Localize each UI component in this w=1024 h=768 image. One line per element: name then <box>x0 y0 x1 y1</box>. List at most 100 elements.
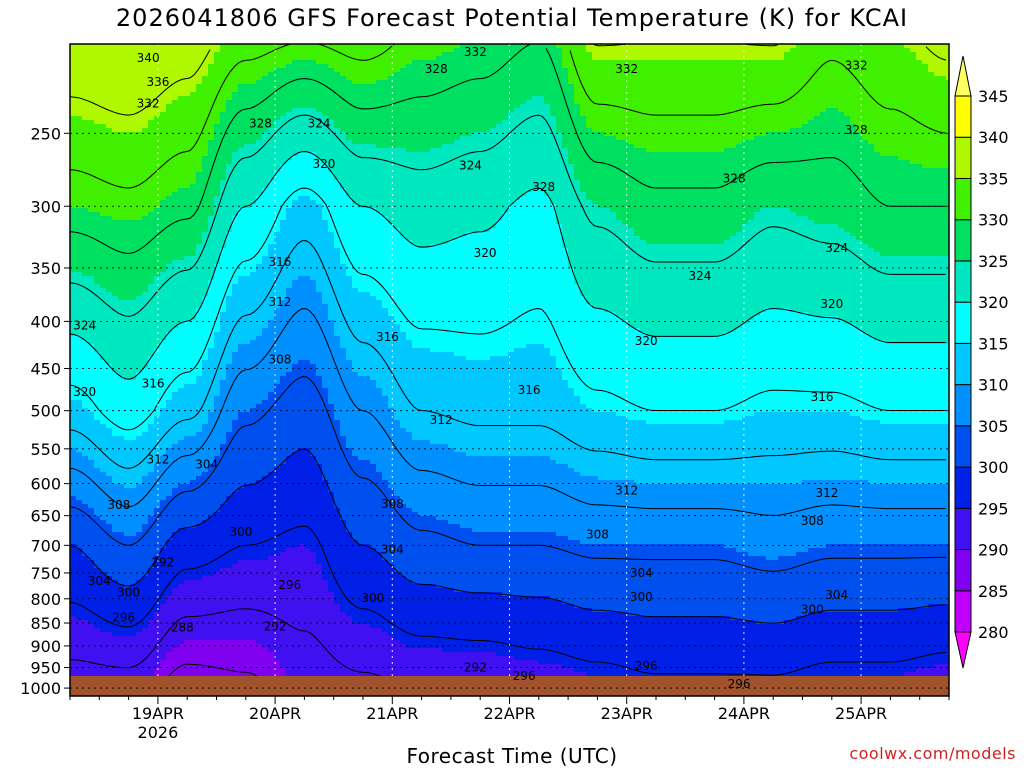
field-cell <box>178 324 185 389</box>
field-cell <box>172 488 179 533</box>
field-cell <box>910 484 917 545</box>
field-cell <box>916 44 923 61</box>
contour-label: 304 <box>195 458 218 472</box>
field-cell <box>418 248 425 349</box>
field-cell <box>88 276 95 345</box>
field-cell <box>796 128 803 217</box>
field-cell <box>154 508 161 557</box>
field-cell <box>502 596 509 657</box>
field-cell <box>298 60 305 109</box>
field-cell <box>124 380 131 441</box>
field-cell <box>346 140 353 197</box>
field-cell <box>346 44 353 81</box>
colorbar-tick-label: 305 <box>978 417 1009 436</box>
field-cell <box>634 236 641 329</box>
x-tick-year-label: 2026 <box>138 723 179 742</box>
field-cell <box>946 168 949 257</box>
field-cell <box>328 232 335 321</box>
field-cell <box>256 644 263 696</box>
field-cell <box>568 268 575 389</box>
field-cell <box>460 452 467 529</box>
field-cell <box>946 344 949 425</box>
grid-lines <box>70 44 949 689</box>
field-cell <box>550 116 557 205</box>
field-cell <box>724 420 731 485</box>
field-cell <box>946 80 949 169</box>
field-cell <box>430 516 437 585</box>
field-cell <box>826 224 833 317</box>
field-cell <box>190 44 197 93</box>
field-cell <box>658 60 665 153</box>
field-cell <box>106 576 113 633</box>
field-cell <box>172 44 179 101</box>
chart-title: 2026041806 GFS Forecast Potential Temper… <box>115 4 909 32</box>
field-cell <box>76 44 83 117</box>
field-cell <box>184 188 191 257</box>
field-cell <box>376 212 383 301</box>
field-cell <box>448 448 455 525</box>
field-cell <box>244 144 251 209</box>
field-cell <box>448 144 455 241</box>
field-cell <box>448 240 455 353</box>
field-cell <box>520 44 527 105</box>
field-cell <box>592 612 599 677</box>
field-cell <box>682 60 689 153</box>
field-cell <box>178 388 185 441</box>
field-cell <box>814 116 821 225</box>
field-cell <box>808 612 815 681</box>
field-cell <box>880 544 887 613</box>
field-cell <box>772 308 779 413</box>
field-cell <box>190 320 197 385</box>
field-cell <box>124 220 131 301</box>
contour-label: 312 <box>615 483 638 497</box>
field-cell <box>904 344 911 425</box>
field-cell <box>130 584 137 637</box>
field-cell <box>682 44 689 61</box>
field-cell <box>442 652 449 696</box>
field-cell <box>802 616 809 681</box>
field-cell <box>274 308 281 385</box>
field-cell <box>412 648 419 696</box>
field-cell <box>436 56 443 149</box>
field-cell <box>346 80 353 141</box>
field-cell <box>796 312 803 413</box>
field-cell <box>712 336 719 425</box>
field-cell <box>214 124 221 197</box>
field-cell <box>334 180 341 249</box>
field-cell <box>862 612 869 677</box>
contour-label: 340 <box>137 51 160 65</box>
field-cell <box>916 424 923 485</box>
field-cell <box>76 272 83 337</box>
contour-label: 336 <box>146 75 169 89</box>
colorbar-swatch <box>954 590 972 633</box>
field-cell <box>238 208 245 277</box>
field-cell <box>280 552 287 669</box>
colorbar-tick-label: 310 <box>978 376 1009 395</box>
field-cell <box>526 100 533 193</box>
field-cell <box>292 200 299 281</box>
contour-label: 296 <box>112 610 135 624</box>
field-cell <box>832 480 839 545</box>
field-cell <box>142 476 149 525</box>
field-cell <box>430 584 437 649</box>
field-cell <box>706 152 713 245</box>
field-cell <box>424 516 431 585</box>
field-cell <box>88 344 95 413</box>
field-cell <box>472 232 479 361</box>
field-cell <box>640 616 647 689</box>
field-cell <box>586 44 593 53</box>
field-cell <box>124 44 131 133</box>
field-cell <box>274 172 281 233</box>
field-cell <box>886 484 893 545</box>
field-cell <box>184 384 191 437</box>
field-cell <box>340 436 347 521</box>
field-cell <box>700 152 707 245</box>
field-cell <box>70 544 77 617</box>
contour-label: 308 <box>381 497 404 511</box>
field-cell <box>562 248 569 381</box>
colorbar-swatch <box>954 342 972 386</box>
field-cell <box>628 328 635 421</box>
field-cell <box>490 44 497 129</box>
credit-link[interactable]: coolwx.com/models <box>849 744 1016 763</box>
field-cell <box>544 596 551 665</box>
